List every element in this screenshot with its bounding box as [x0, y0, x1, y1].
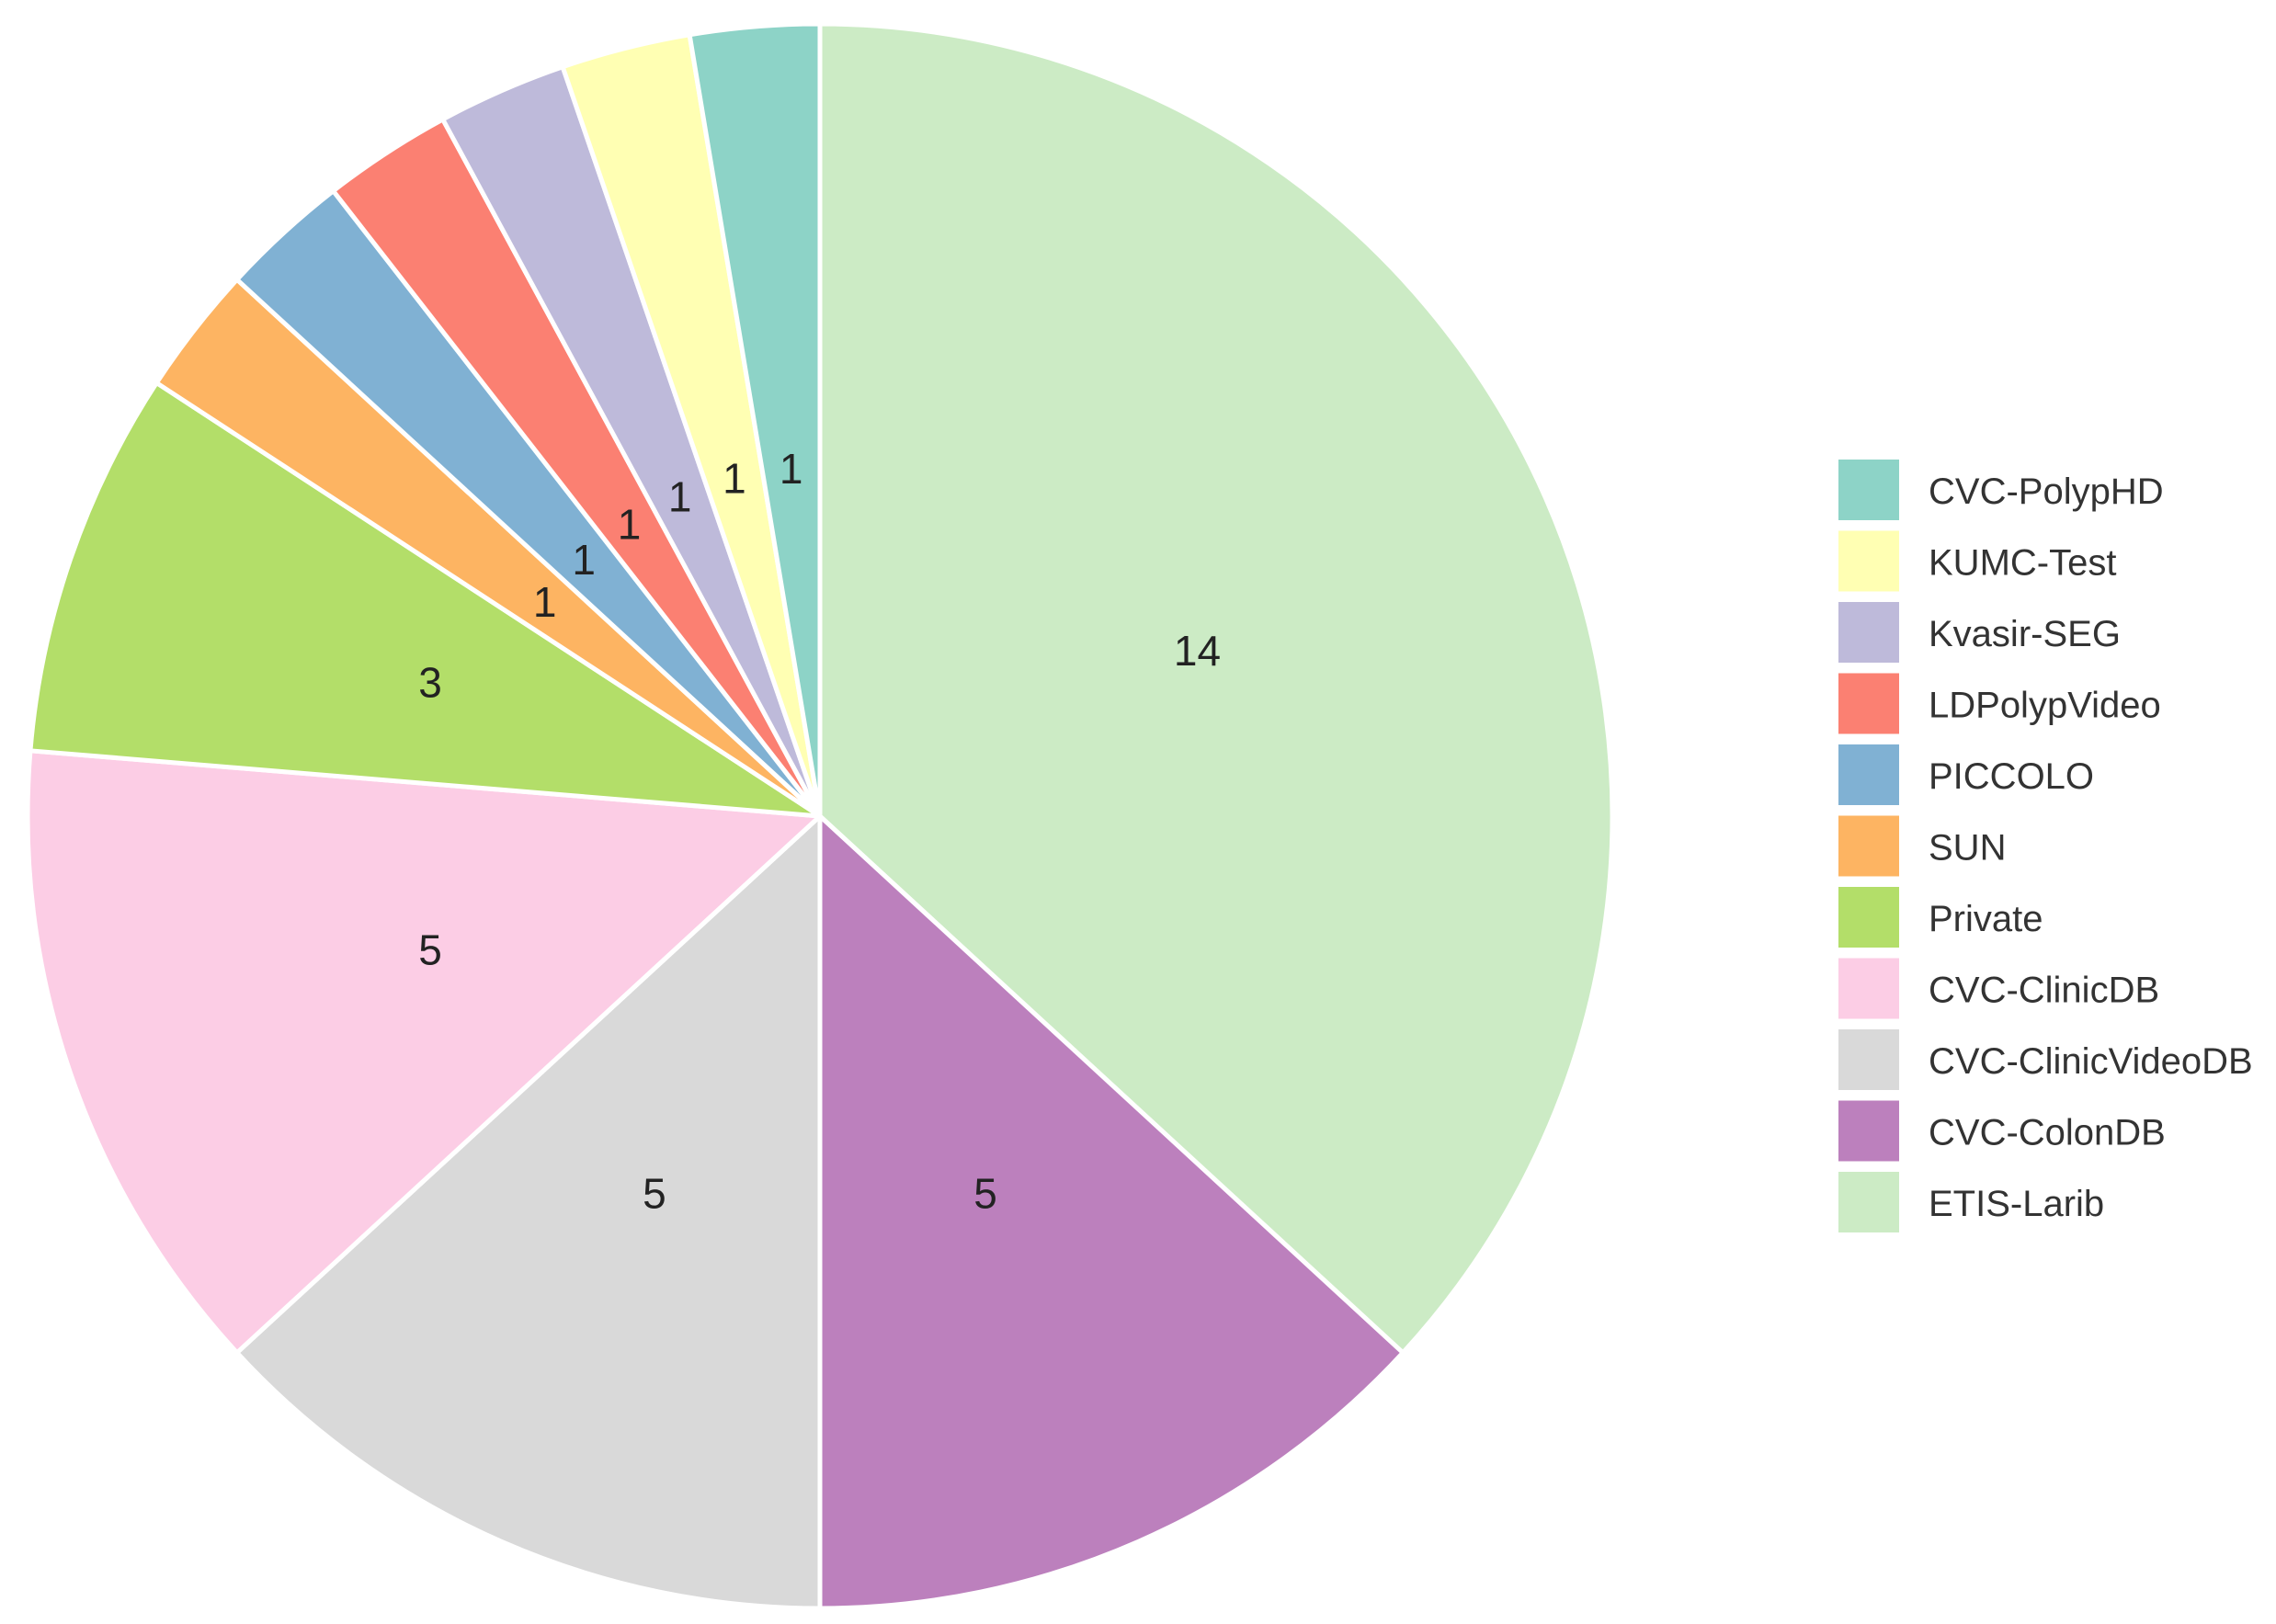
legend-label-private: Private	[1929, 899, 2043, 939]
legend: CVC-PolypHD KUMC-Test Kvasir-SEG LDPolypVid…	[1838, 460, 2253, 1232]
legend-label-kumc-test: KUMC-Test	[1929, 543, 2116, 584]
legend-swatch-cvc-polyphd	[1838, 460, 1899, 520]
legend-swatch-etis-larib	[1838, 1172, 1899, 1232]
legend-label-etis-larib: ETIS-Larib	[1929, 1184, 2104, 1224]
legend-swatch-cvc-colondb	[1838, 1100, 1899, 1162]
slice-value-label-cvc-clinicvideodb: 5	[643, 1169, 666, 1217]
legend-label-kvasir-seg: Kvasir-SEG	[1929, 614, 2121, 654]
slice-value-label-cvc-clinicdb: 5	[418, 926, 442, 974]
legend-swatch-ldpolypvideo	[1838, 673, 1899, 734]
pie-slice-cvc-polyphd	[687, 21, 823, 819]
legend-label-cvc-polyphd: CVC-PolypHD	[1929, 471, 2164, 512]
pie-slices	[25, 21, 1615, 1611]
pie-slice-cvc-colondb	[817, 813, 1405, 1611]
legend-label-cvc-clinicvideodb: CVC-ClinicVideoDB	[1929, 1041, 2253, 1082]
slice-value-label-private: 3	[418, 658, 442, 706]
pie-slice-etis-larib	[817, 21, 1615, 1356]
legend-swatch-sun	[1838, 815, 1899, 877]
slice-value-label-etis-larib: 14	[1174, 627, 1221, 675]
slice-value-label-sun: 1	[533, 578, 557, 626]
slice-value-label-piccolo: 1	[572, 536, 596, 584]
slice-value-label-cvc-polyphd: 1	[780, 445, 803, 493]
slice-value-label-cvc-colondb: 5	[973, 1169, 997, 1217]
legend-swatch-kumc-test	[1838, 530, 1899, 592]
legend-label-piccolo: PICCOLO	[1929, 756, 2094, 797]
pie-slice-cvc-clinicdb	[25, 748, 823, 1356]
pie-slice-cvc-clinicvideodb	[234, 813, 823, 1611]
legend-swatch-kvasir-seg	[1838, 602, 1899, 663]
legend-swatch-cvc-clinicvideodb	[1838, 1029, 1899, 1090]
slice-value-label-kumc-test: 1	[723, 454, 746, 502]
legend-swatch-cvc-clinicdb	[1838, 958, 1899, 1019]
legend-label-sun: SUN	[1929, 828, 2006, 869]
pie-slice-private	[28, 380, 823, 819]
legend-label-cvc-colondb: CVC-ColonDB	[1929, 1113, 2166, 1153]
slice-value-label-kvasir-seg: 1	[668, 473, 692, 521]
legend-label-cvc-clinicdb: CVC-ClinicDB	[1929, 971, 2159, 1011]
slice-value-label-ldpolypvideo: 1	[618, 500, 642, 548]
legend-label-ldpolypvideo: LDPolypVideo	[1929, 686, 2161, 726]
legend-swatch-piccolo	[1838, 744, 1899, 805]
legend-swatch-private	[1838, 887, 1899, 948]
